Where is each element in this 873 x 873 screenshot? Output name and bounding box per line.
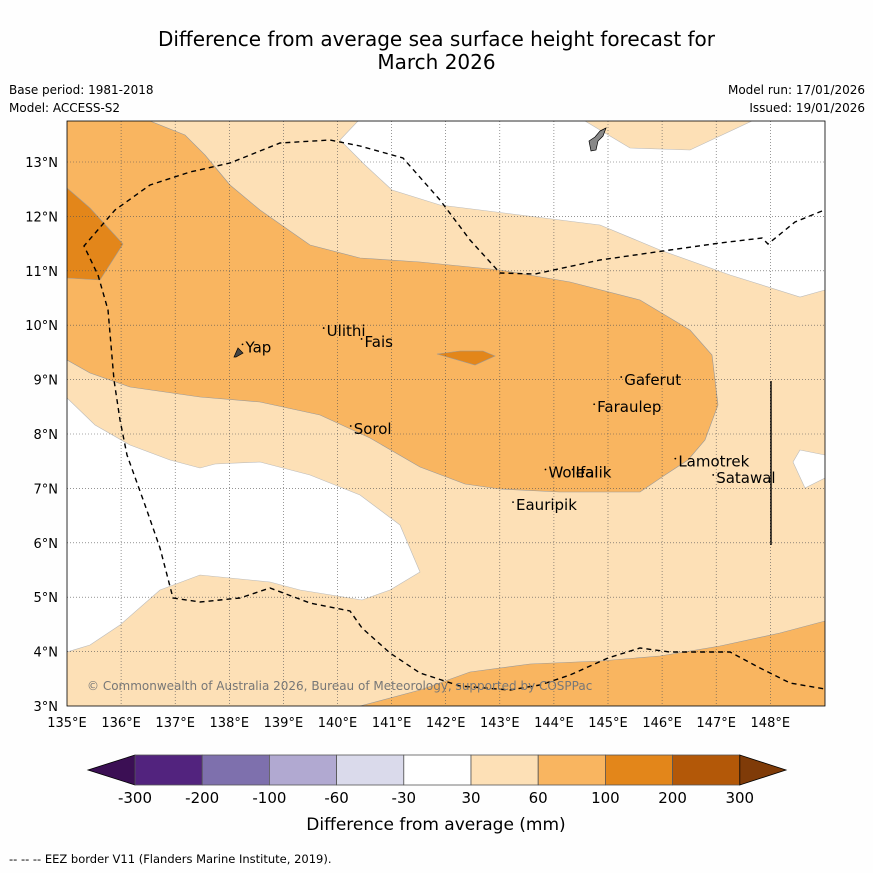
lat-tick-label: 12°N [25, 210, 58, 225]
lat-tick-label: 7°N [34, 482, 59, 497]
latitude-labels: 13°N 12°N 11°N 10°N 9°N 8°N 7°N 6°N 5°N 4°N 3°N [25, 156, 58, 715]
model-run: Model run: 17/01/2026 [727, 83, 865, 97]
meta-left: Base period: 1981-2018 Model: ACCESS-S2 [9, 81, 154, 117]
guam-landmass [588, 127, 607, 152]
place-label: Satawal [716, 469, 775, 487]
title-line-1: Difference from average sea surface heig… [157, 27, 716, 51]
lat-tick-label: 11°N [25, 265, 58, 280]
lat-tick-label: 3°N [34, 700, 59, 715]
eez-border-west [83, 139, 826, 691]
colorbar-tick-label: 60 [529, 789, 548, 807]
colorbar-segment [672, 754, 741, 786]
island-marker [360, 338, 363, 340]
model-name: Model: ACCESS-S2 [9, 101, 121, 115]
anomaly-100-200-west [67, 187, 124, 281]
meta-right: Model run: 17/01/2026 Issued: 19/01/2026 [728, 81, 865, 117]
island-marker [571, 468, 574, 471]
map-fill-layer [67, 121, 825, 706]
anomaly-60-100-south [359, 620, 825, 706]
lon-tick-label: 142°E [426, 716, 466, 731]
lon-tick-label: 145°E [588, 716, 628, 731]
lon-tick-label: 143°E [480, 716, 520, 731]
eez-footer-note: -- -- -- EEZ border V11 (Flanders Marine… [9, 852, 332, 866]
lat-tick-label: 13°N [25, 156, 58, 171]
lon-tick-label: 137°E [155, 716, 195, 731]
anomaly-neutral-east [792, 449, 825, 489]
place-label: Lamotrek [678, 453, 749, 471]
colorbar-label: Difference from average (mm) [306, 815, 565, 835]
land-guam [233, 127, 607, 358]
lon-tick-label: 147°E [696, 716, 736, 731]
island-marker [674, 457, 677, 460]
colorbar-tick-label: 30 [461, 789, 480, 807]
place-label: Fais [365, 333, 394, 351]
base-period: Base period: 1981-2018 [9, 83, 154, 97]
lon-tick-label: 136°E [101, 716, 141, 731]
lat-tick-label: 6°N [34, 537, 59, 552]
colorbar-over-arrow [739, 754, 788, 786]
island-marker [322, 327, 325, 329]
place-label: Yap [245, 338, 272, 356]
colorbar-tick-label: -30 [392, 789, 417, 807]
island-marker [620, 376, 623, 378]
colorbar-tick-label: -60 [324, 789, 349, 807]
lat-tick-label: 10°N [25, 319, 58, 334]
yap-landmass [233, 347, 244, 358]
colorbar-segment [201, 754, 270, 786]
colorbar-segment [403, 754, 472, 786]
place-label: Woleai [548, 464, 598, 482]
colorbar-segment [134, 754, 203, 786]
colorbar-tick-label: -200 [185, 789, 219, 807]
title-line-2: March 2026 [377, 50, 496, 74]
anomaly-60-100-main [67, 121, 719, 493]
lat-tick-label: 9°N [34, 374, 59, 389]
lat-tick-label: 4°N [34, 646, 59, 661]
chart-title: Difference from average sea surface heig… [0, 28, 873, 74]
colorbar: -300 -200 -100 -60 -30 30 60 100 200 300 [86, 754, 788, 807]
lon-tick-label: 148°E [751, 716, 791, 731]
colorbar-tick-label: -300 [118, 789, 152, 807]
map-frame [66, 120, 826, 707]
island-marker [593, 403, 596, 406]
colorbar-tick-label: 200 [658, 789, 687, 807]
colorbar-tick-label: 100 [591, 789, 620, 807]
place-label: Eauripik [516, 496, 577, 514]
island-marker [241, 343, 244, 346]
island-marker [512, 501, 514, 504]
lon-tick-label: 135°E [47, 716, 87, 731]
lon-tick-label: 140°E [318, 716, 358, 731]
lon-tick-label: 141°E [372, 716, 412, 731]
place-label: Faraulep [597, 398, 661, 416]
place-label: Sorol [354, 420, 392, 438]
anomaly-100-200-center [436, 350, 496, 366]
longitude-labels: 135°E 136°E 137°E 138°E 139°E 140°E 141°E 142°E… [47, 716, 790, 731]
lon-tick-label: 144°E [534, 716, 574, 731]
island-marker [349, 425, 352, 427]
anomaly-neutral-west [67, 397, 421, 653]
island-marker [544, 468, 547, 471]
colorbar-segment [605, 754, 674, 786]
place-label: Ulithi [327, 322, 366, 340]
lat-tick-label: 8°N [34, 428, 59, 443]
map-gridlines [67, 121, 825, 706]
colorbar-tick-label: 300 [725, 789, 754, 807]
copyright-text: © Commonwealth of Australia 2026, Bureau… [87, 679, 592, 693]
lon-tick-label: 138°E [210, 716, 250, 731]
lat-tick-label: 5°N [34, 591, 59, 606]
lon-tick-label: 146°E [642, 716, 682, 731]
place-label: Ifalik [576, 464, 612, 482]
lon-tick-label: 139°E [264, 716, 304, 731]
colorbar-segment [268, 754, 337, 786]
island-marker [712, 474, 715, 476]
colorbar-under-arrow [86, 754, 136, 786]
colorbar-segment [470, 754, 539, 786]
issued-date: Issued: 19/01/2026 [749, 101, 865, 115]
place-label: Gaferut [624, 371, 681, 389]
colorbar-tick-label: -100 [252, 789, 286, 807]
colorbar-segment [537, 754, 606, 786]
colorbar-segment [336, 754, 405, 786]
anomaly-neutral-north [339, 121, 825, 298]
